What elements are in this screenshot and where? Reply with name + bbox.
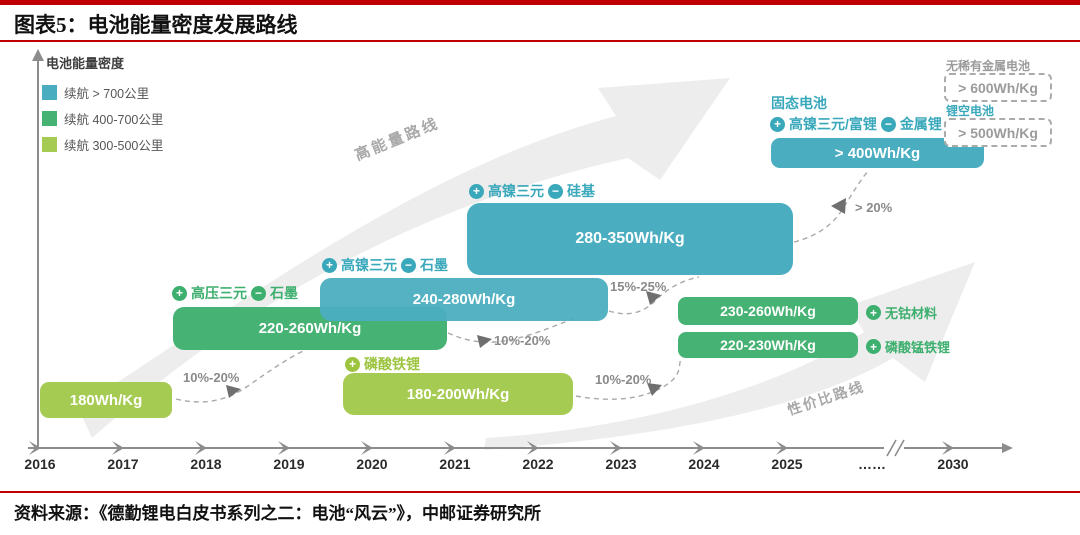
plus-icon: + <box>469 183 484 199</box>
connector-180-to-220260 <box>175 350 304 403</box>
milestone-box-180-200: 180-200Wh/Kg <box>343 373 573 415</box>
plus-icon: + <box>322 257 337 273</box>
plus-icon: + <box>345 356 360 372</box>
plus-icon: + <box>172 285 187 301</box>
year-label: 2017 <box>107 456 139 472</box>
percent-label: 10%-20% <box>494 333 551 348</box>
legend: 续航 > 700公里 续航 400-700公里 续航 300-500公里 <box>42 85 163 163</box>
percent-label: 10%-20% <box>595 372 652 387</box>
plus-icon: + <box>866 339 881 354</box>
connector-220260-to-240280 <box>447 317 576 343</box>
legend-swatch-teal <box>42 85 57 100</box>
year-label: 2021 <box>439 456 471 472</box>
high-energy-route-arrow-icon <box>78 78 730 438</box>
year-label: 2024 <box>688 456 720 472</box>
source-red-rule <box>0 491 1080 493</box>
legend-swatch-green <box>42 111 57 126</box>
year-label: …… <box>858 456 886 472</box>
step-connector-arrowheads <box>226 198 846 398</box>
connector-180200-to-220230 <box>575 357 682 400</box>
timeline-chevron-icons <box>29 441 954 455</box>
source-note: 资料来源：《德勤锂电白皮书系列之二：电池“风云”》，中邮证券研究所 <box>14 504 541 523</box>
milestone-box-230-260: 230-260Wh/Kg <box>678 297 858 325</box>
solid-state-battery-label: 固态电池 <box>771 95 827 111</box>
minus-icon: − <box>251 285 266 301</box>
y-axis-arrow-icon <box>32 49 44 61</box>
year-label: 2025 <box>771 456 803 472</box>
legend-label: 续航 > 700公里 <box>64 87 150 101</box>
title-red-rule <box>0 40 1080 42</box>
connector-280350-to-400 <box>793 169 870 243</box>
year-label: 2016 <box>24 456 56 472</box>
future-battery-name-no-rare-metal: 无稀有金属电池 <box>946 59 1031 73</box>
chemistry-label-230-260: + 无钴材料 <box>866 303 937 322</box>
legend-label: 续航 300-500公里 <box>64 139 164 153</box>
top-red-rule <box>0 0 1080 5</box>
year-label: 2019 <box>273 456 305 472</box>
legend-item: 续航 300-500公里 <box>42 137 164 153</box>
milestone-box-240-280: 240-280Wh/Kg <box>320 278 608 321</box>
chemistry-label-180-200: + 磷酸铁锂 <box>345 354 420 374</box>
plus-icon: + <box>770 116 785 132</box>
legend-item: 续航 400-700公里 <box>42 111 164 127</box>
future-battery-box-500: > 500Wh/Kg <box>944 118 1052 147</box>
minus-icon: − <box>880 116 896 132</box>
connector-240280-to-280350 <box>608 276 700 315</box>
legend-label: 续航 400-700公里 <box>64 113 164 127</box>
milestone-box-180: 180Wh/Kg <box>40 382 172 418</box>
chemistry-label-400: + 高镍三元/富锂 − 金属锂 <box>770 114 942 134</box>
chemistry-label-220-230: + 磷酸锰铁锂 <box>866 337 950 356</box>
year-label: 2022 <box>522 456 554 472</box>
future-battery-name-li-air: 锂空电池 <box>946 104 995 118</box>
chemistry-label-220-260: + 高压三元 − 石墨 <box>172 283 298 303</box>
step-connectors <box>175 169 870 403</box>
year-label: 2023 <box>605 456 637 472</box>
year-label: 2018 <box>190 456 222 472</box>
chemistry-label-240-280: + 高镍三元 − 石墨 <box>322 255 448 275</box>
year-label: 2020 <box>356 456 388 472</box>
timeline-arrow-icon <box>1002 443 1013 453</box>
percent-label: 10%-20% <box>183 370 240 385</box>
minus-icon: − <box>548 183 563 199</box>
percent-label: 15%-25% <box>610 279 667 294</box>
legend-item: 续航 > 700公里 <box>42 85 163 101</box>
y-axis-label: 电池能量密度 <box>46 56 125 71</box>
percent-label: > 20% <box>855 200 893 215</box>
year-label: 2030 <box>937 456 969 472</box>
axis-break-icon <box>886 439 905 457</box>
figure-title: 图表5：电池能量密度发展路线 <box>14 13 298 37</box>
plus-icon: + <box>866 305 881 320</box>
milestone-box-280-350: 280-350Wh/Kg <box>467 203 793 275</box>
future-battery-box-600: > 600Wh/Kg <box>944 73 1052 102</box>
milestone-box-220-230: 220-230Wh/Kg <box>678 332 858 358</box>
minus-icon: − <box>401 257 416 273</box>
chemistry-label-280-350: + 高镍三元 − 硅基 <box>469 181 595 201</box>
legend-swatch-lightgreen <box>42 137 57 152</box>
